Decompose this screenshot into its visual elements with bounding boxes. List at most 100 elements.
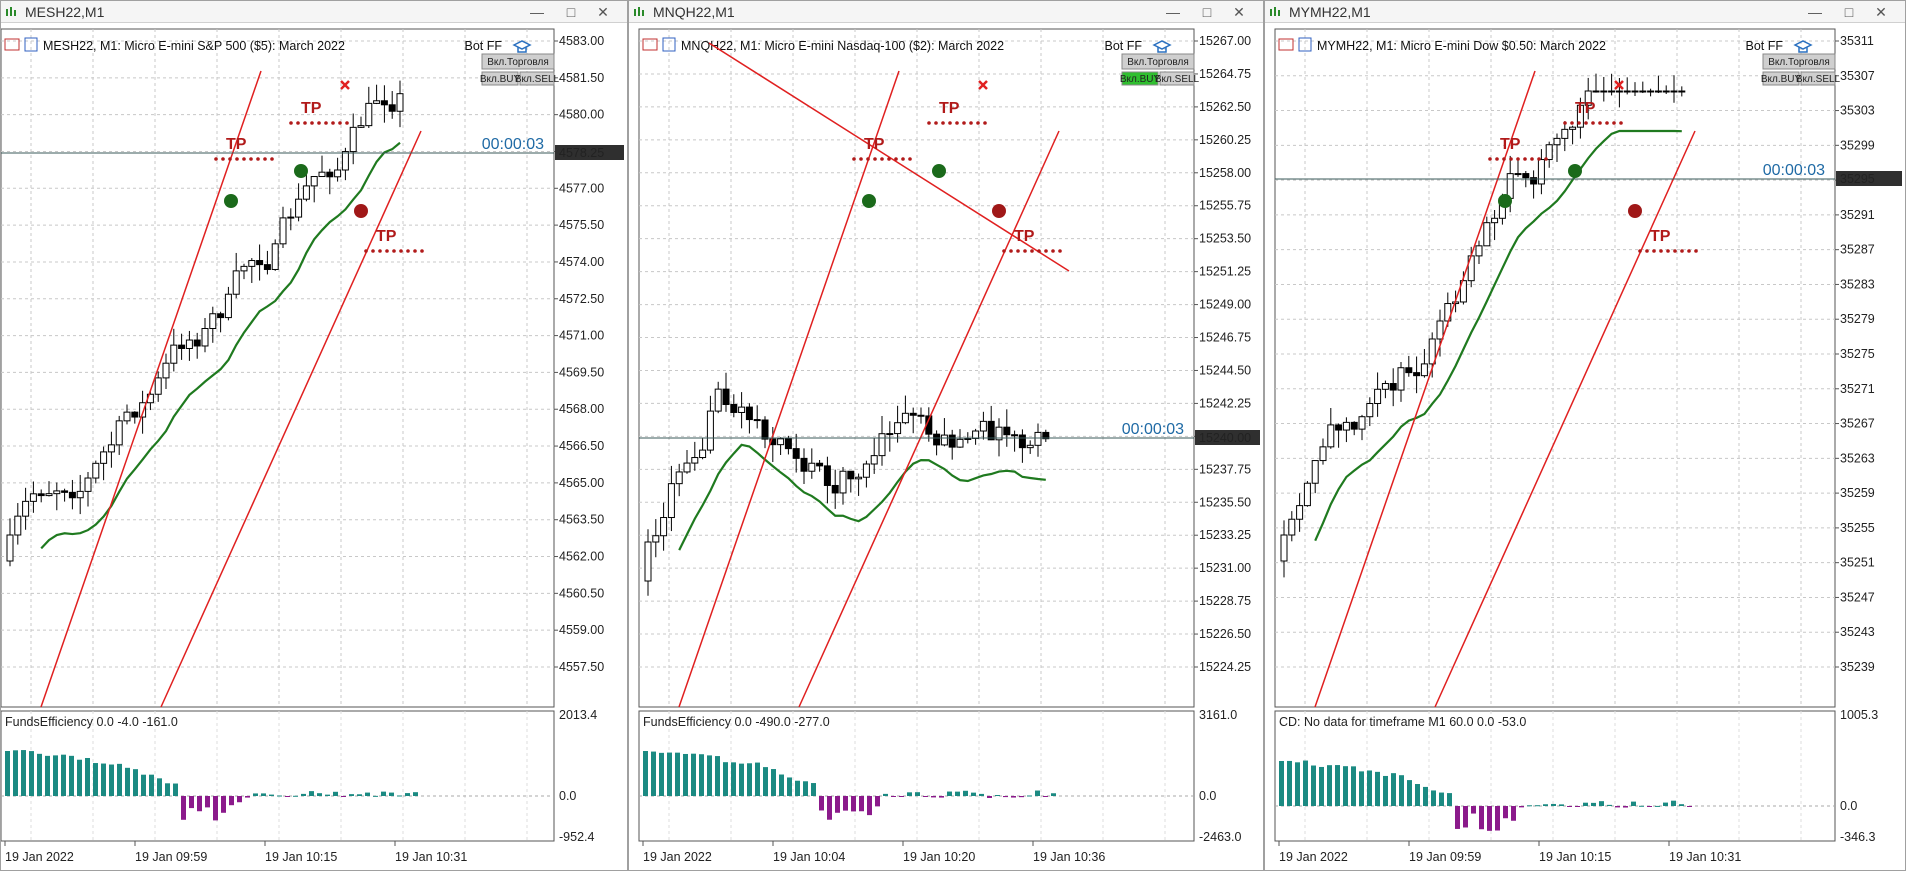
trade-marker[interactable] [1498, 194, 1512, 208]
histogram-bar [1615, 806, 1620, 808]
price-tick-label: 35243 [1840, 625, 1875, 639]
window-titlebar[interactable]: MNQH22,M1 — □ ✕ [629, 1, 1263, 23]
histogram-bar [61, 754, 66, 796]
take-profit-label: TP [301, 100, 322, 117]
trend-line[interactable] [1434, 130, 1696, 708]
trading-toggle-button[interactable] [481, 53, 555, 70]
take-profit-dot [1659, 249, 1663, 253]
candle [185, 339, 193, 349]
histogram-bar [1551, 803, 1556, 806]
maximize-icon[interactable]: □ [1202, 4, 1212, 20]
time-tick-label: 19 Jan 10:36 [1033, 850, 1105, 864]
histogram-bar [651, 751, 656, 796]
histogram-bar [1399, 775, 1404, 806]
trade-marker[interactable] [862, 194, 876, 208]
candle [1639, 90, 1647, 93]
price-tick-label: 35275 [1840, 347, 1875, 361]
chart-window-icon [1270, 7, 1280, 16]
sell-toggle-button[interactable] [519, 71, 555, 86]
close-icon[interactable]: ✕ [1233, 4, 1245, 20]
minimize-icon[interactable]: — [1166, 4, 1180, 20]
moving-average-line [40, 141, 401, 550]
window-titlebar[interactable]: MESH22,M1 — □ ✕ [1, 1, 627, 23]
sell-toggle-label: Вкл.SELL [1796, 74, 1841, 85]
take-profit-dot [338, 121, 342, 125]
candle [1288, 518, 1296, 536]
window-titlebar[interactable]: MYMH22,M1 — □ ✕ [1265, 1, 1905, 23]
histogram-bar [803, 781, 808, 796]
minimize-icon[interactable]: — [530, 4, 544, 20]
trade-marker[interactable] [354, 204, 368, 218]
trade-marker[interactable] [932, 164, 946, 178]
trade-marker[interactable] [224, 194, 238, 208]
graduation-cap-icon[interactable] [512, 40, 532, 53]
candle [831, 484, 839, 494]
maximize-icon[interactable]: □ [1844, 4, 1854, 20]
candle [1420, 363, 1428, 377]
chart-area[interactable]: 35311 35307 35303 35299 35295 35291 35287 35283… [1265, 1, 1906, 871]
price-tick-label: 4559.00 [559, 623, 604, 637]
histogram-bar [731, 762, 736, 796]
chart-area[interactable]: 15267.00 15264.75 15262.50 15260.25 15258.00… [629, 1, 1265, 871]
candle [745, 406, 753, 421]
indicator-tick-label: 3161.0 [1199, 708, 1237, 722]
price-tick-label: 35291 [1840, 208, 1875, 222]
trading-toggle-button[interactable] [1121, 53, 1195, 70]
sell-toggle-button[interactable] [1159, 71, 1195, 86]
take-profit-dot [1058, 249, 1062, 253]
close-icon[interactable]: ✕ [1875, 4, 1887, 20]
trading-toggle-button[interactable] [1762, 53, 1836, 70]
trade-marker[interactable] [992, 204, 1006, 218]
candle [1623, 90, 1631, 93]
time-tick-label: 19 Jan 10:15 [1539, 850, 1611, 864]
histogram-bar [1279, 760, 1284, 806]
take-profit-dot [1687, 249, 1691, 253]
trend-line[interactable] [1314, 70, 1536, 708]
graduation-cap-icon[interactable] [1793, 40, 1813, 53]
histogram-bar [1295, 762, 1300, 806]
trend-line[interactable] [40, 70, 262, 708]
chart-window-mymh22[interactable]: MYMH22,M1 — □ ✕ 35311 35307 35303 35299 3529… [1264, 0, 1906, 871]
histogram-bar [301, 793, 306, 796]
candle [76, 490, 84, 499]
buy-toggle-button[interactable] [1121, 71, 1159, 86]
chart-props-icon[interactable] [1298, 37, 1312, 52]
take-profit-dot [894, 157, 898, 161]
close-icon[interactable]: ✕ [597, 4, 609, 20]
histogram-bar [133, 769, 138, 796]
candle [1296, 505, 1304, 520]
chart-window-mesh22[interactable]: MESH22,M1 — □ ✕ 4583.00 4581.50 4580.00 457… [0, 0, 628, 871]
chart-props-icon[interactable] [24, 37, 38, 52]
trend-line[interactable] [160, 130, 422, 708]
chart-window-mnqh22[interactable]: MNQH22,M1 — □ ✕ 15267.00 15264.75 15262.50… [628, 0, 1264, 871]
chart-list-icon[interactable] [1278, 38, 1294, 51]
minimize-icon[interactable]: — [1808, 4, 1822, 20]
trade-marker[interactable] [1628, 204, 1642, 218]
buy-toggle-button[interactable] [1762, 71, 1800, 86]
histogram-bar [189, 796, 194, 809]
chart-props-icon[interactable] [662, 37, 676, 52]
take-profit-dot [1509, 157, 1513, 161]
candle [784, 438, 792, 450]
trade-marker[interactable] [294, 164, 308, 178]
trend-line[interactable] [798, 130, 1060, 708]
candle [380, 100, 388, 106]
candle [1335, 424, 1343, 431]
graduation-cap-icon[interactable] [1152, 40, 1172, 53]
trade-marker[interactable] [1568, 164, 1582, 178]
maximize-icon[interactable]: □ [566, 4, 576, 20]
price-tick-label: 35303 [1840, 104, 1875, 118]
histogram-bar [963, 790, 968, 796]
chart-list-icon[interactable] [642, 38, 658, 51]
chart-list-icon[interactable] [4, 38, 20, 51]
trend-line[interactable] [678, 70, 900, 708]
take-profit-dot [371, 249, 375, 253]
histogram-bar [317, 793, 322, 796]
chart-area[interactable]: 4583.004581.504580.004578.504577.004575.… [1, 1, 629, 871]
sell-toggle-button[interactable] [1800, 71, 1836, 86]
price-tick-label: 4572.50 [559, 292, 604, 306]
bar-timer: 00:00:03 [1122, 421, 1184, 438]
price-tick-label: 15224.25 [1199, 660, 1251, 674]
trend-line[interactable] [708, 42, 1070, 272]
buy-toggle-button[interactable] [481, 71, 519, 86]
